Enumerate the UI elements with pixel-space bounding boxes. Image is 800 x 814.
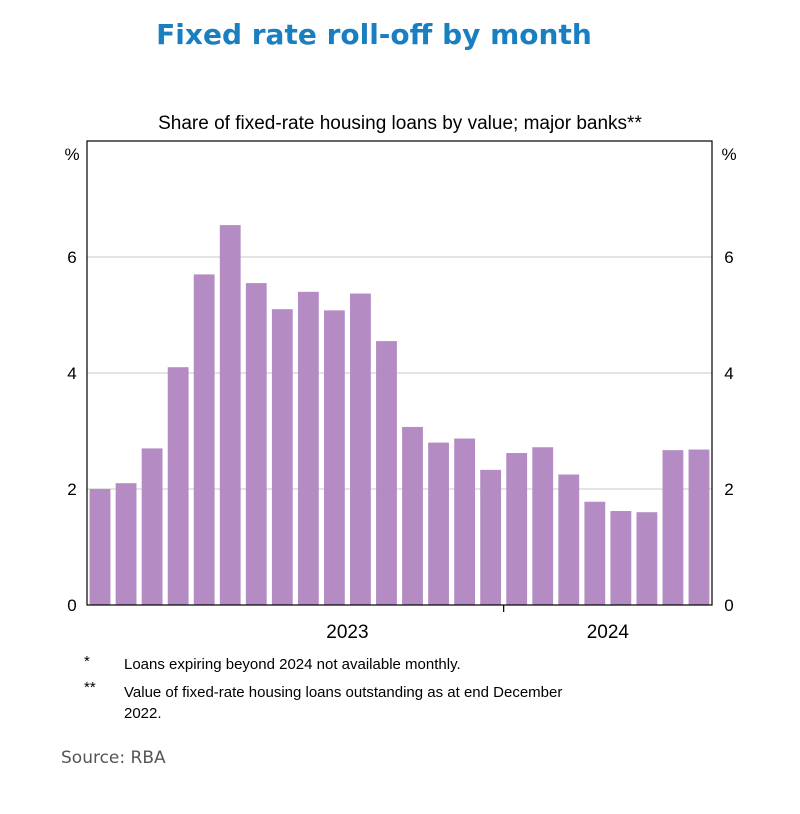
bar [271, 309, 293, 605]
bar [115, 483, 137, 605]
bar [558, 474, 580, 605]
bar [454, 438, 476, 605]
footnote-2-text-continued: 2022. [124, 705, 162, 722]
axis-ticks: 0 0 2 2 4 4 6 6 2023 2024 [67, 248, 733, 643]
bar [506, 453, 528, 605]
x-tick-label: 2023 [326, 622, 368, 643]
bar [532, 447, 554, 605]
bar [610, 511, 632, 605]
bar [167, 367, 189, 605]
plot-frame [86, 140, 713, 606]
y-tick-label-right: 6 [724, 248, 733, 267]
y-tick-label-left: 2 [67, 480, 76, 499]
bar [584, 501, 606, 605]
y-tick-label-right: 0 [724, 596, 733, 615]
page-title: Fixed rate roll-off by month [156, 18, 592, 51]
bar [480, 469, 502, 605]
y-unit-left: % [64, 145, 79, 164]
bar [245, 283, 267, 605]
bar [141, 448, 163, 605]
bar [323, 310, 345, 605]
y-unit-right: % [721, 145, 736, 164]
bar [662, 450, 684, 605]
footnote-1-marker: * [84, 653, 90, 670]
y-tick-label-right: 4 [724, 364, 733, 383]
chart-title: Share of fixed-rate housing loans by val… [158, 113, 642, 134]
bar [376, 341, 397, 605]
footnote-1-text: Loans expiring beyond 2024 not available… [124, 656, 461, 673]
bar [402, 426, 423, 605]
source-note: Source: RBA [61, 748, 166, 768]
y-tick-label-right: 2 [724, 480, 733, 499]
bar [350, 293, 371, 605]
bar [297, 291, 319, 605]
bar [219, 225, 241, 605]
y-tick-label-left: 0 [67, 596, 76, 615]
bar [636, 512, 658, 605]
gridlines [87, 256, 712, 490]
footnote-2-text: Value of fixed-rate housing loans outsta… [124, 684, 563, 701]
footnote-2-marker: ** [84, 679, 96, 696]
bar [193, 274, 215, 605]
bar [89, 489, 111, 605]
bar [428, 442, 449, 605]
x-tick-label: 2024 [587, 622, 630, 643]
bars [89, 225, 710, 605]
y-tick-label-left: 6 [67, 248, 76, 267]
y-tick-label-left: 4 [67, 364, 76, 383]
bar [688, 449, 710, 605]
